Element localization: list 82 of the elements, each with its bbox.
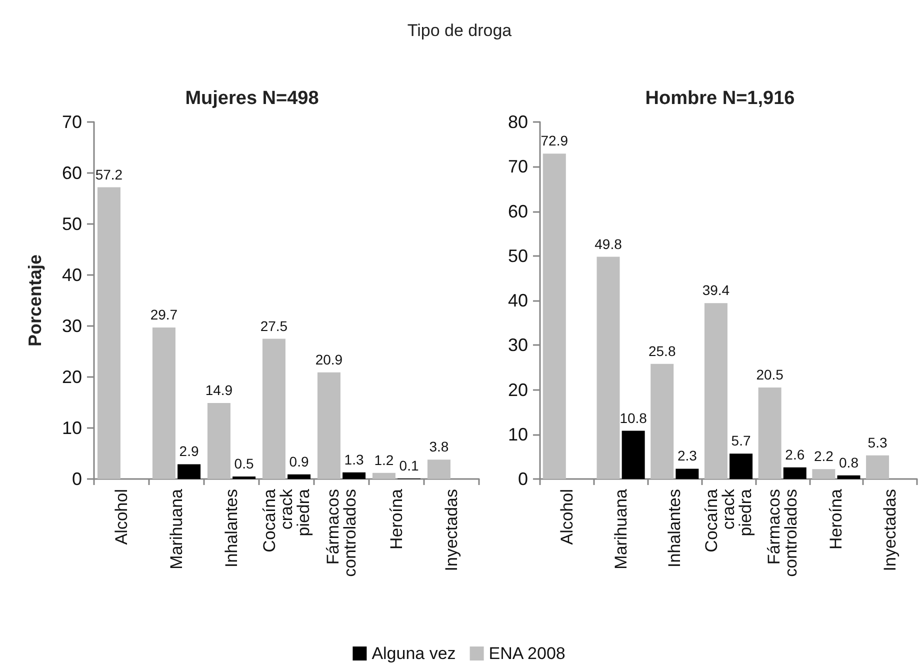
bar: [650, 364, 674, 479]
bar: [866, 455, 890, 479]
bar: [152, 328, 176, 479]
y-tick-label: 70: [508, 156, 528, 177]
data-label: 0.8: [839, 454, 859, 470]
data-label: 72.9: [540, 132, 568, 149]
chart-title: Mujeres N=498: [185, 88, 319, 109]
data-label: 49.8: [594, 236, 622, 252]
data-label: 3.8: [429, 438, 449, 455]
data-label: 2.3: [677, 448, 698, 464]
y-tick-label: 0: [518, 469, 528, 489]
x-tick-label: Heroína: [387, 488, 406, 550]
data-label: 25.8: [648, 342, 676, 359]
y-tick-label: 20: [508, 380, 528, 400]
bar: [676, 468, 699, 479]
y-tick-label: 50: [508, 246, 528, 266]
y-tick-label: 30: [62, 316, 82, 336]
y-tick-label: 40: [508, 290, 528, 310]
bar: [704, 303, 728, 479]
data-label: 10.8: [620, 410, 648, 426]
data-label: 1.3: [344, 451, 364, 468]
bar: [372, 472, 396, 479]
data-label: 14.9: [205, 382, 233, 398]
data-label: 5.3: [868, 434, 888, 450]
data-label: 1.2: [374, 452, 394, 468]
data-label: 2.9: [179, 443, 199, 460]
chart-title: Hombre N=1,916: [645, 88, 795, 109]
x-tick-label: Heroína: [826, 488, 846, 550]
y-tick-label: 0: [72, 469, 82, 489]
data-label: 5.7: [731, 432, 751, 449]
x-tick-label: Marihuana: [167, 488, 186, 570]
bar: [97, 187, 120, 479]
data-label: 2.6: [785, 446, 805, 462]
bar: [837, 475, 860, 479]
data-label: 0.9: [289, 453, 309, 470]
data-label: 57.2: [95, 166, 123, 182]
x-tick-label: Alcohol: [557, 489, 576, 545]
y-tick-label: 60: [508, 201, 528, 222]
data-label: 27.5: [260, 318, 288, 334]
x-tick-label: Cocaína crack piedra: [702, 488, 755, 552]
bar: [427, 460, 450, 479]
bar: [758, 388, 782, 479]
x-tick-label: Alcohol: [112, 489, 131, 545]
bar: [812, 469, 836, 479]
y-tick-label: 20: [62, 367, 82, 387]
x-tick-label: Cocaína crack piedra: [260, 488, 313, 552]
y-axis-title: Porcentaje: [25, 254, 45, 347]
bar: [178, 464, 201, 479]
x-tick-label: Inhalantes: [665, 489, 684, 568]
bar: [542, 154, 566, 479]
bar: [783, 467, 806, 479]
data-label: 0.1: [399, 457, 419, 474]
y-tick-label: 50: [62, 214, 82, 234]
x-tick-label: Inyectadas: [442, 489, 461, 572]
y-tick-label: 80: [508, 112, 528, 132]
legend-label: Alguna vez: [372, 644, 456, 663]
x-tick-label: Marihuana: [611, 488, 630, 570]
bar: [596, 256, 620, 479]
data-label: 29.7: [150, 306, 178, 323]
bar: [288, 474, 311, 479]
data-label: 20.5: [756, 366, 784, 383]
data-label: 2.2: [814, 448, 834, 464]
y-tick-label: 10: [508, 424, 528, 444]
data-label: 39.4: [702, 282, 730, 298]
bar: [342, 472, 366, 479]
y-tick-label: 30: [508, 335, 528, 356]
bar: [232, 476, 256, 479]
data-label: 20.9: [315, 351, 343, 368]
y-tick-label: 40: [62, 265, 82, 285]
bar: [317, 372, 340, 479]
x-tick-label: Inyectadas: [880, 489, 900, 572]
x-tick-label: Inhalantes: [222, 489, 241, 568]
bar: [730, 454, 753, 479]
legend-label: ENA 2008: [488, 644, 566, 663]
y-tick-label: 60: [62, 163, 82, 183]
bar: [262, 338, 286, 479]
y-tick-label: 70: [62, 112, 82, 132]
text: Tipo de droga: [407, 21, 512, 40]
data-label: 0.5: [234, 455, 254, 472]
bar: [622, 430, 645, 479]
y-tick-label: 10: [62, 418, 82, 438]
bar: [207, 403, 230, 479]
